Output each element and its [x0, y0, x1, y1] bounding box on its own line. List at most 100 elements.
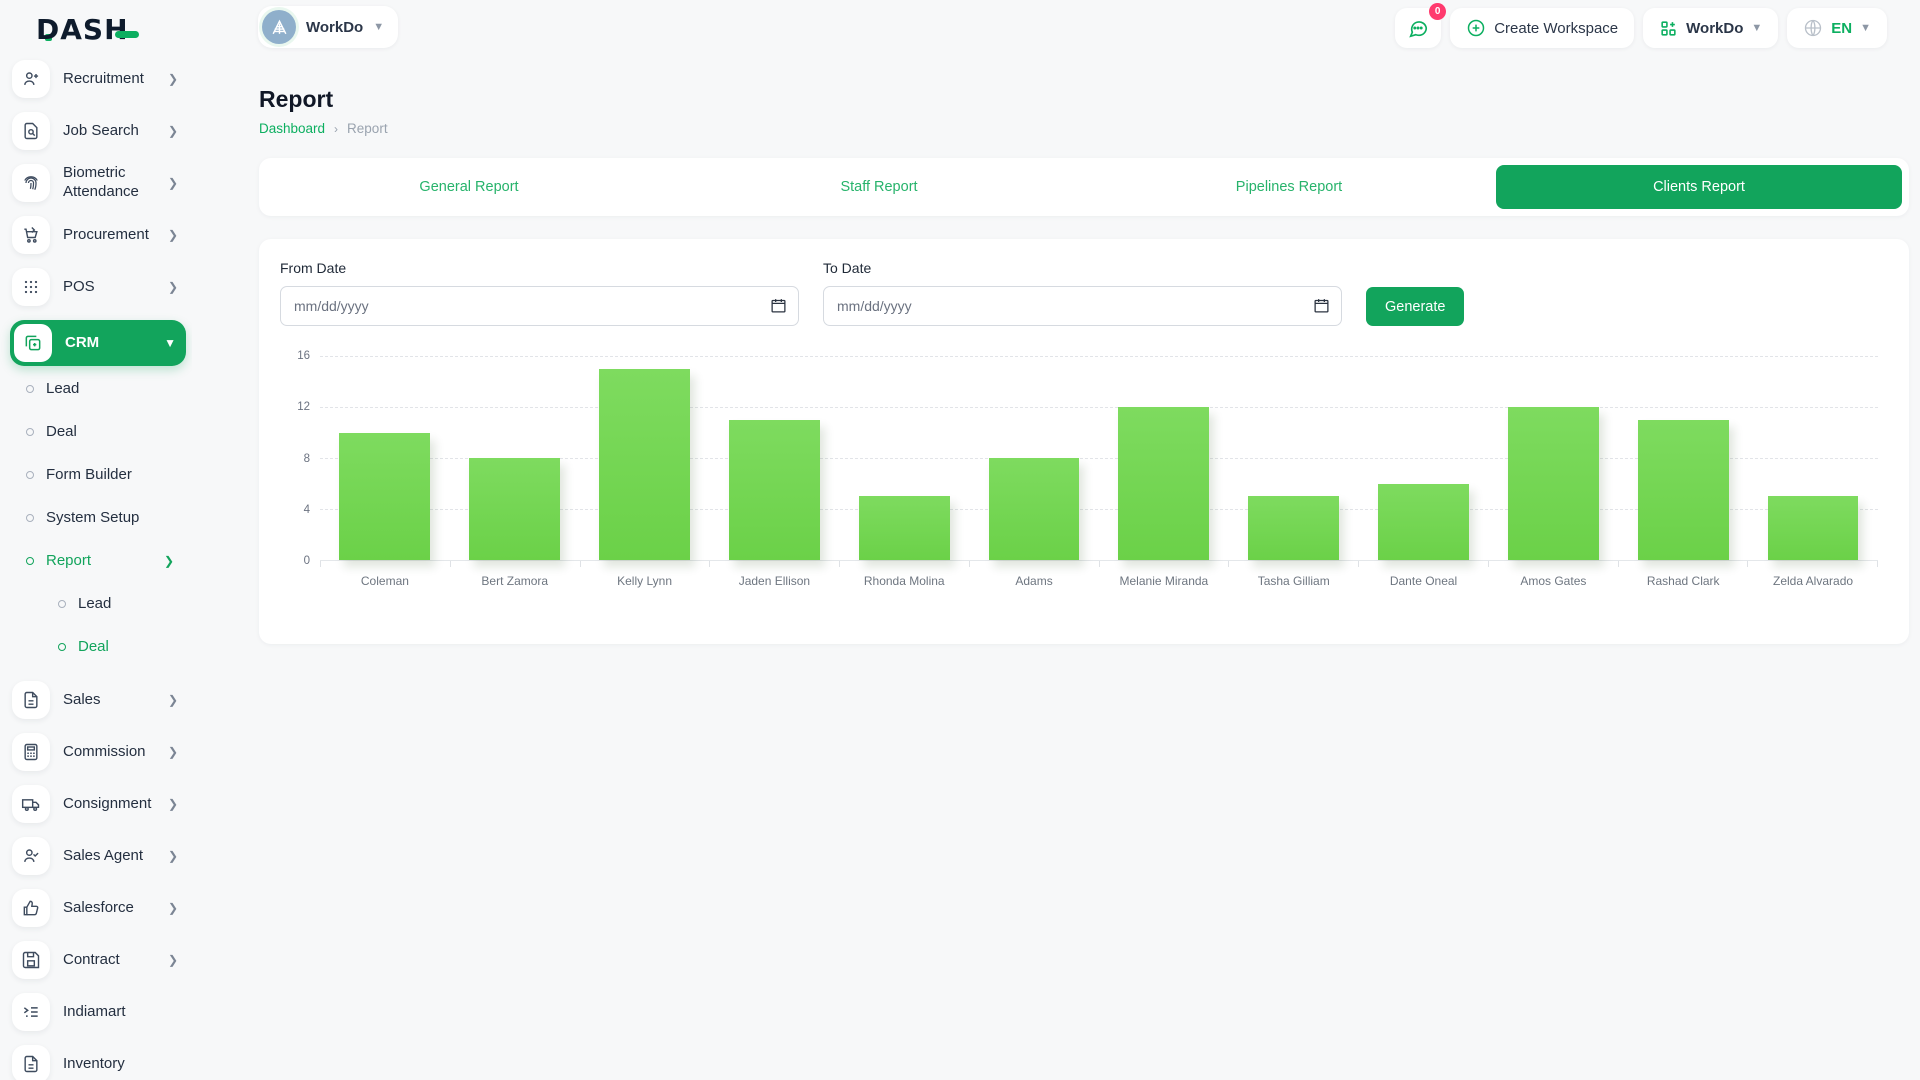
bar-rhonda-molina[interactable] — [839, 356, 969, 560]
bar-adams[interactable] — [969, 356, 1099, 560]
list-arrow-icon — [12, 993, 50, 1031]
topbar: DASH WorkDo ▼ 0 Create Workspace WorkDo … — [0, 0, 1920, 52]
bar-rect — [1378, 483, 1469, 560]
chevron-right-icon: ❯ — [167, 849, 178, 863]
bar-rect — [858, 496, 950, 560]
sidebar-item-sales-agent[interactable]: Sales Agent ❯ — [12, 837, 182, 875]
language-selector[interactable]: EN ▼ — [1787, 8, 1887, 48]
messages-count-badge: 0 — [1429, 3, 1447, 20]
sidebar-item-procurement[interactable]: Procurement ❯ — [12, 216, 182, 254]
bar-bert-zamora[interactable] — [450, 356, 580, 560]
x-axis-label: Bert Zamora — [481, 574, 549, 588]
sidebar-subitem-lead[interactable]: Lead — [26, 380, 182, 397]
sidebar-item-inventory[interactable]: Inventory — [12, 1045, 182, 1080]
x-axis-label: Rashad Clark — [1646, 574, 1720, 588]
bar-rashad-clark[interactable] — [1618, 356, 1748, 560]
bar-rect — [1767, 496, 1859, 560]
bar-rect — [1118, 407, 1210, 560]
bar-rect — [728, 419, 820, 560]
to-date-label: To Date — [823, 260, 872, 276]
sidebar-item-contract[interactable]: Contract ❯ — [12, 941, 182, 979]
chart-y-axis: 0 4 8 12 16 — [280, 350, 320, 567]
x-tick — [1229, 561, 1359, 567]
sidebar-item-consignment[interactable]: Consignment ❯ — [12, 785, 182, 823]
bar-jaden-ellison[interactable] — [709, 356, 839, 560]
sidebar-subitem-label: System Setup — [46, 509, 140, 526]
bar-coleman[interactable] — [320, 356, 450, 560]
to-date-input[interactable] — [823, 286, 1342, 326]
sidebar-item-sales[interactable]: Sales ❯ — [12, 681, 182, 719]
x-axis-label: Zelda Alvarado — [1772, 574, 1854, 588]
breadcrumb-dashboard-link[interactable]: Dashboard — [259, 121, 326, 136]
chevron-right-icon: ❯ — [167, 176, 178, 190]
logo-text: DASH — [36, 13, 129, 46]
grid-dots-icon — [12, 268, 50, 306]
sidebar-item-pos[interactable]: POS ❯ — [12, 268, 182, 306]
calculator-icon — [12, 733, 50, 771]
sidebar-item-job-search[interactable]: Job Search ❯ — [12, 112, 182, 150]
app-logo[interactable]: DASH — [36, 13, 139, 46]
topbar-actions: 0 Create Workspace WorkDo ▼ EN ▼ — [1395, 3, 1887, 48]
chevron-right-icon: ❯ — [163, 553, 174, 568]
tab-general-report[interactable]: General Report — [419, 179, 519, 195]
breadcrumb-separator: › — [334, 121, 339, 136]
x-axis-label: Kelly Lynn — [617, 574, 673, 588]
sidebar-subitem-deal[interactable]: Deal — [58, 638, 182, 655]
file-icon — [12, 1045, 50, 1080]
x-axis-label: Rhonda Molina — [863, 574, 945, 588]
bullet-icon — [26, 513, 34, 522]
sidebar-item-salesforce[interactable]: Salesforce ❯ — [12, 889, 182, 927]
sidebar-item-label: Procurement — [63, 225, 149, 243]
bar-amos-gates[interactable] — [1488, 356, 1618, 560]
x-tick — [581, 561, 711, 567]
chevron-right-icon: ❯ — [167, 745, 178, 759]
tab-staff-report[interactable]: Staff Report — [840, 179, 918, 195]
sidebar-item-commission[interactable]: Commission ❯ — [12, 733, 182, 771]
x-tick — [1489, 561, 1619, 567]
chevron-right-icon: ❯ — [167, 901, 178, 915]
sidebar-item-label: Inventory — [63, 1054, 125, 1072]
user-plus-icon — [12, 60, 50, 98]
thumbs-up-icon — [12, 889, 50, 927]
sidebar-item-biometric-attendance[interactable]: Biometric Attendance ❯ — [12, 164, 182, 202]
calendar-icon[interactable] — [1313, 297, 1330, 314]
globe-icon — [1805, 19, 1822, 37]
sidebar-item-label: Recruitment — [63, 69, 144, 87]
bullet-icon — [26, 427, 34, 436]
bullet-icon — [58, 642, 66, 651]
tab-pipelines-report[interactable]: Pipelines Report — [1235, 179, 1343, 195]
sidebar-item-label: POS — [63, 277, 95, 295]
cart-icon — [12, 216, 50, 254]
x-tick — [710, 561, 840, 567]
x-axis-label: Adams — [1015, 574, 1053, 588]
bar-kelly-lynn[interactable] — [580, 356, 710, 560]
sidebar-subitem-system-setup[interactable]: System Setup — [26, 509, 182, 526]
report-filters: From Date To Date Generate — [280, 260, 1888, 326]
sidebar-subitem-lead[interactable]: Lead — [58, 595, 182, 612]
sidebar-subitem-deal[interactable]: Deal — [26, 423, 182, 440]
sidebar-item-indiamart[interactable]: Indiamart — [12, 993, 182, 1031]
y-tick-label: 8 — [303, 452, 310, 465]
bar-zelda-alvarado[interactable] — [1748, 356, 1878, 560]
messages-button[interactable]: 0 — [1395, 3, 1447, 48]
x-tick — [1359, 561, 1489, 567]
sidebar-item-recruitment[interactable]: Recruitment ❯ — [12, 60, 182, 98]
generate-button[interactable]: Generate — [1366, 287, 1465, 326]
sidebar-item-crm[interactable]: CRM ▼ — [10, 320, 186, 366]
bullet-icon — [26, 384, 34, 393]
sidebar-subitem-label: Lead — [78, 595, 112, 612]
sidebar-subitem-form-builder[interactable]: Form Builder — [26, 466, 182, 483]
sidebar: Recruitment ❯ Job Search ❯ Biometric Attenda… — [0, 52, 192, 1080]
workspace-selector[interactable]: WorkDo ▼ — [258, 6, 399, 48]
bar-dante-oneal[interactable] — [1359, 356, 1489, 560]
tab-clients-report[interactable]: Clients Report — [1496, 165, 1902, 209]
sidebar-item-label: CRM — [65, 333, 100, 351]
bar-melanie-miranda[interactable] — [1099, 356, 1229, 560]
from-date-input[interactable] — [280, 286, 799, 326]
create-workspace-button[interactable]: Create Workspace — [1450, 8, 1635, 48]
calendar-icon[interactable] — [770, 297, 787, 314]
sidebar-subitem-label: Form Builder — [46, 466, 132, 483]
company-menu-button[interactable]: WorkDo ▼ — [1643, 8, 1779, 48]
sidebar-subitem-report[interactable]: Report ❯ — [26, 552, 182, 569]
bar-tasha-gilliam[interactable] — [1229, 356, 1359, 560]
